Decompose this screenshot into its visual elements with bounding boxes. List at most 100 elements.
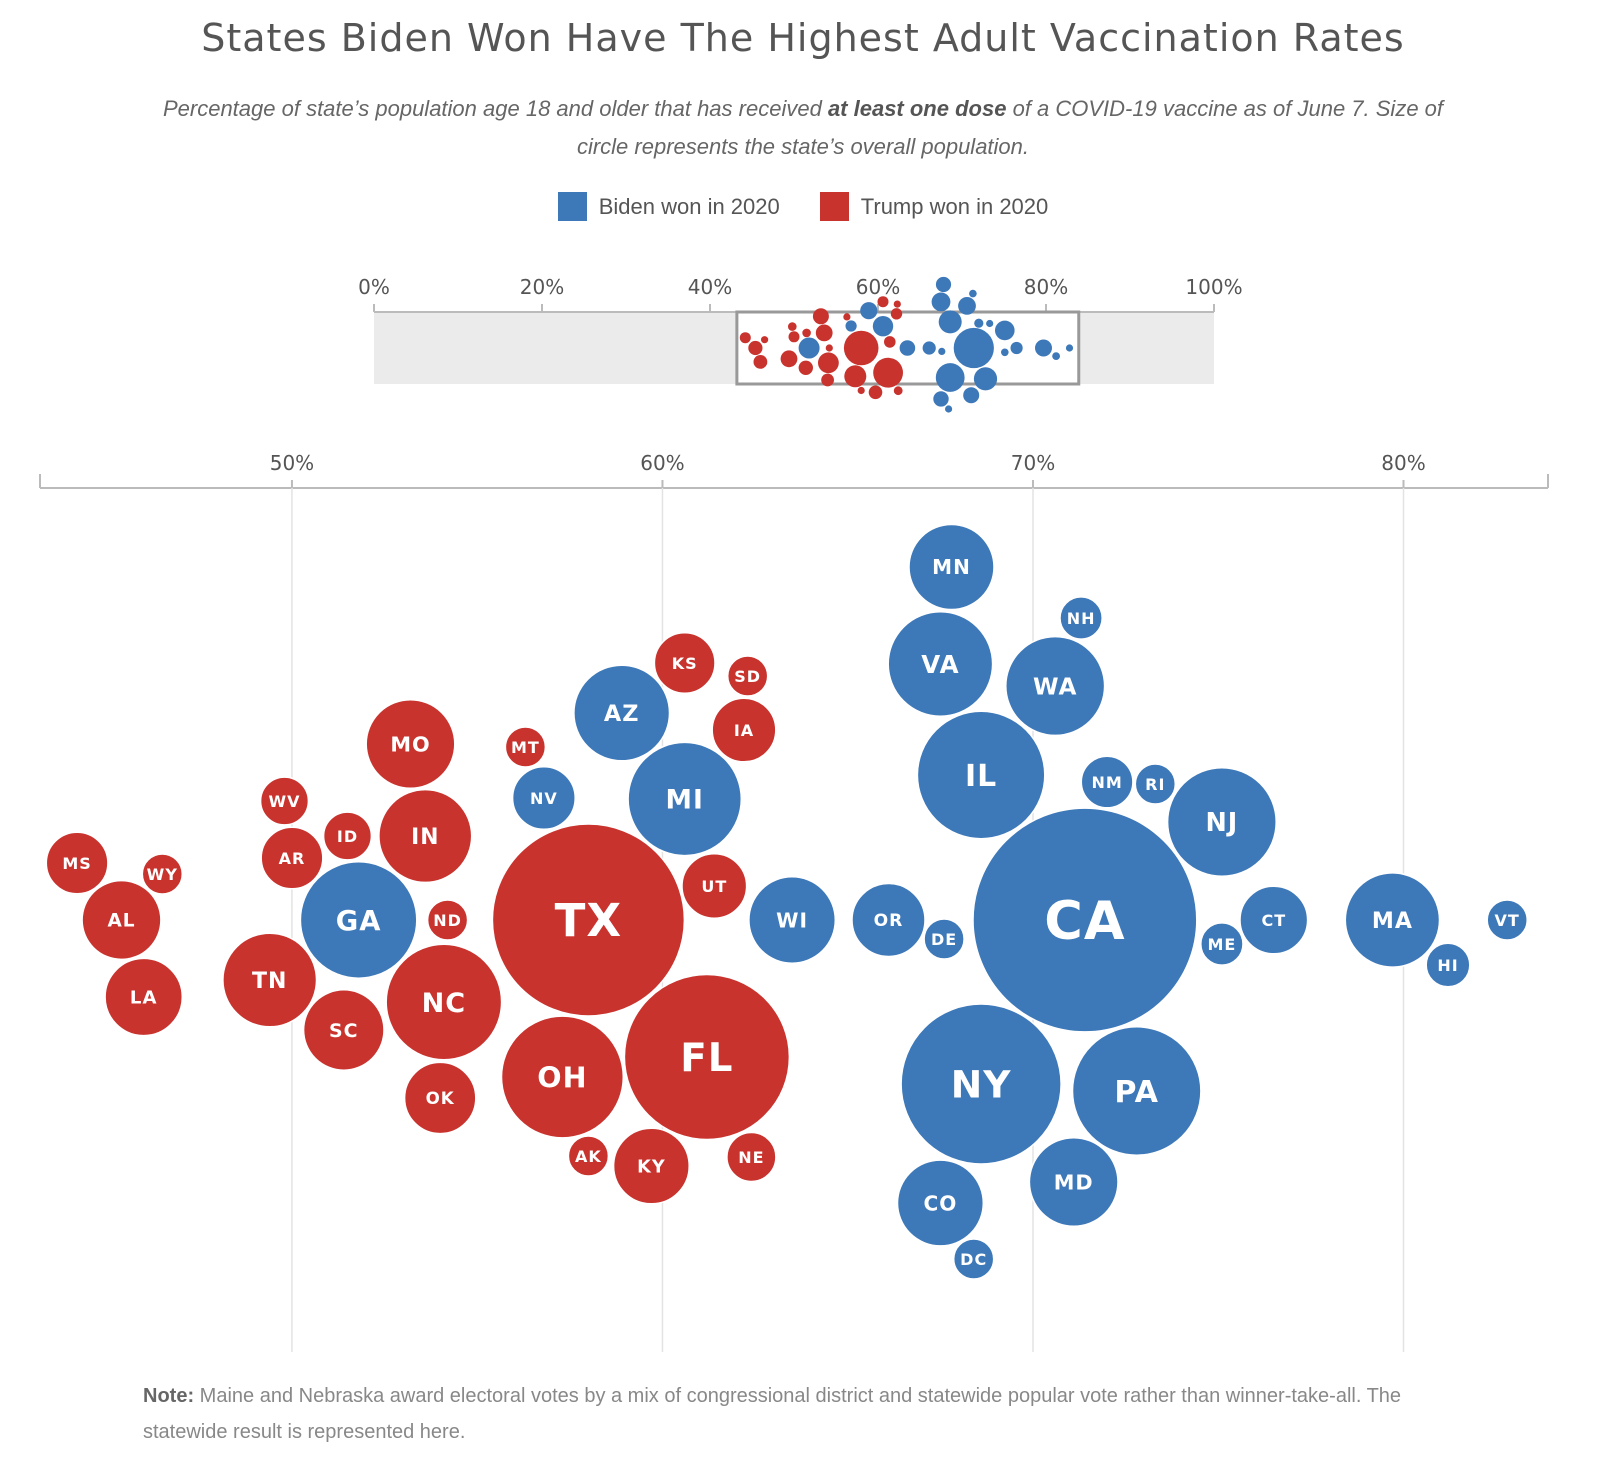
bubble-pa-circle xyxy=(1071,1026,1202,1156)
overview-dot-nd xyxy=(825,344,833,352)
bubble-tn: TN xyxy=(222,932,318,1028)
overview-dot-id xyxy=(802,328,811,338)
bubble-mn: MN xyxy=(908,523,995,611)
bubble-ms-circle xyxy=(45,831,109,895)
bubble-wy-label: WY xyxy=(147,865,178,884)
bubble-az-label: AZ xyxy=(604,701,640,727)
overview-dot-oh xyxy=(844,365,867,388)
bubble-wv: WV xyxy=(259,776,310,826)
bubble-me: ME xyxy=(1200,922,1244,966)
bubble-ma-label: MA xyxy=(1372,908,1413,934)
bubble-vt: VT xyxy=(1486,899,1528,941)
x-tick-label: 50% xyxy=(270,451,314,475)
bubble-nd-label: ND xyxy=(433,911,462,930)
bubble-ny-circle xyxy=(900,1003,1062,1165)
bubble-wi: WI xyxy=(748,876,837,964)
bubble-mn-label: MN xyxy=(932,555,971,579)
overview-tick-label: 60% xyxy=(856,275,900,299)
legend-item-biden: Biden won in 2020 xyxy=(557,192,780,221)
note-text: Maine and Nebraska award electoral votes… xyxy=(143,1385,1402,1443)
bubble-nj-circle xyxy=(1166,766,1277,878)
bubble-tx-label: TX xyxy=(555,894,623,947)
overview-dot-ct xyxy=(1010,341,1023,355)
bubble-hi-circle xyxy=(1425,942,1471,988)
bubble-mt-label: MT xyxy=(511,738,540,757)
bubble-wa-circle xyxy=(1005,635,1106,737)
bubble-ga-label: GA xyxy=(336,906,382,937)
bubble-ri-circle xyxy=(1134,763,1177,805)
bubble-or-circle xyxy=(851,882,926,958)
bubble-sc: SC xyxy=(302,989,385,1071)
overview-dot-ar xyxy=(788,331,800,343)
bubble-ks-circle xyxy=(653,631,716,695)
footnote: Note: Maine and Nebraska award electoral… xyxy=(143,1378,1423,1450)
bubble-nm-circle xyxy=(1080,755,1134,809)
bubble-ga-circle xyxy=(299,861,418,979)
bubble-ak-label: AK xyxy=(575,1147,602,1166)
bubble-wv-label: WV xyxy=(268,792,300,811)
bubble-nj-label: NJ xyxy=(1205,808,1238,838)
overview-dot-al xyxy=(748,340,763,356)
legend-swatch-biden xyxy=(557,192,587,221)
overview-dot-ms xyxy=(739,332,751,344)
bubble-sd-label: SD xyxy=(734,667,761,686)
bubble-ct: CT xyxy=(1239,885,1309,955)
bubble-de: DE xyxy=(923,918,965,960)
bubble-in-label: IN xyxy=(411,825,439,850)
bubble-mt: MT xyxy=(504,726,547,768)
bubble-tx: TX xyxy=(491,823,686,1017)
bubble-la: LA xyxy=(104,957,184,1037)
overview-dot-ca xyxy=(953,327,994,369)
bubble-ia-circle xyxy=(711,697,777,763)
overview-dot-ok xyxy=(821,373,834,387)
bubble-ri: RI xyxy=(1134,763,1177,805)
bubble-nh-circle xyxy=(1059,596,1103,640)
bubble-nm: NM xyxy=(1080,755,1134,809)
bubble-in-circle xyxy=(378,788,473,884)
overview-dot-ut xyxy=(884,336,896,348)
overview-dot-wa xyxy=(958,297,976,315)
overview-dot-az xyxy=(860,302,878,320)
bubble-md: MD xyxy=(1028,1136,1119,1228)
bubble-ky: KY xyxy=(612,1127,690,1205)
bubble-tn-circle xyxy=(222,932,318,1028)
bubble-wi-label: WI xyxy=(776,908,808,932)
bubble-md-circle xyxy=(1028,1136,1119,1228)
bubble-pa-label: PA xyxy=(1114,1075,1159,1110)
bubble-nv-label: NV xyxy=(530,789,558,808)
bubble-la-circle xyxy=(104,957,184,1037)
bubble-hi-label: HI xyxy=(1437,956,1458,975)
bubble-co: CO xyxy=(896,1159,985,1247)
bubble-nv: NV xyxy=(511,765,576,831)
bubble-oh: OH xyxy=(500,1015,625,1139)
overview-dot-group xyxy=(739,276,1074,413)
bubble-ma: MA xyxy=(1344,872,1441,968)
bubble-id: ID xyxy=(322,811,373,861)
bubble-sc-label: SC xyxy=(329,1020,358,1042)
bubble-ma-circle xyxy=(1344,872,1441,968)
overview-dot-fl xyxy=(873,357,903,388)
bubble-fl-circle xyxy=(623,973,791,1141)
bubble-ut: UT xyxy=(681,852,748,920)
overview-dot-md xyxy=(963,387,980,404)
bubble-dc-circle xyxy=(952,1238,995,1280)
bubble-ms-label: MS xyxy=(62,854,91,873)
bubble-ky-label: KY xyxy=(637,1157,666,1177)
overview-dot-vt xyxy=(1065,344,1074,352)
bubble-fl: FL xyxy=(623,973,791,1141)
bubble-sd: SD xyxy=(726,655,769,697)
overview-dot-ky xyxy=(868,385,883,400)
bubble-va-circle xyxy=(887,611,994,717)
bubble-nc-label: NC xyxy=(422,988,467,1019)
overview-dot-nj xyxy=(995,320,1015,341)
overview-tick-label: 100% xyxy=(1185,275,1242,299)
bubble-wa: WA xyxy=(1005,635,1106,737)
overview-dot-me xyxy=(1001,348,1009,357)
subtitle-text-end: of a COVID-19 vaccine as of June 7. Size… xyxy=(576,96,1444,159)
bubble-mt-circle xyxy=(504,726,547,768)
overview-dot-in xyxy=(815,324,833,342)
overview-dot-tx xyxy=(843,330,879,366)
overview-dot-wv xyxy=(788,322,797,331)
bubble-ct-label: CT xyxy=(1261,911,1286,930)
